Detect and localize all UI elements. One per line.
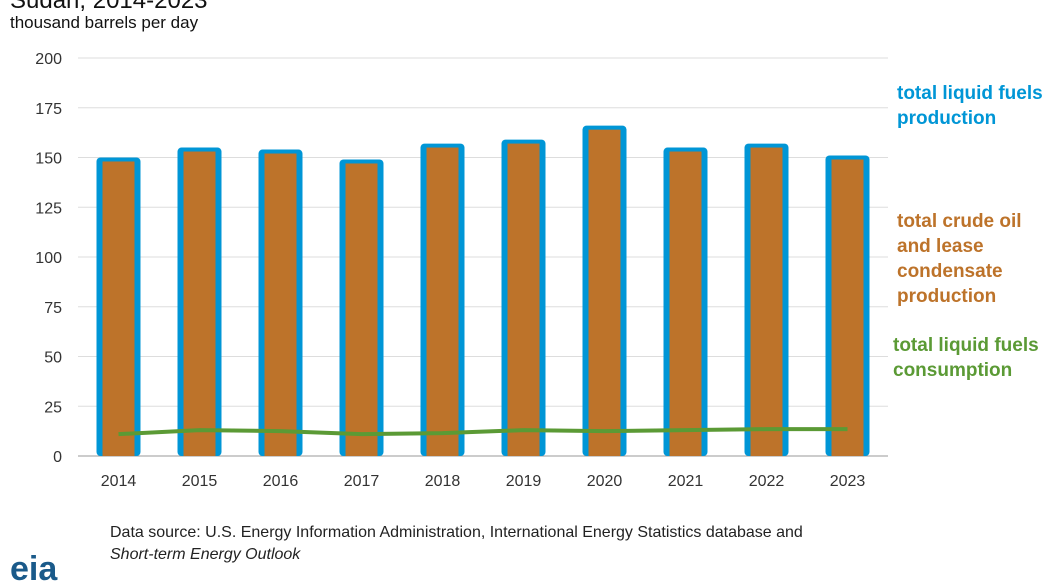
y-tick-label: 75 <box>44 300 62 317</box>
source-note: Short-term Energy Outlook <box>110 546 301 563</box>
bar <box>264 153 297 456</box>
bar <box>588 129 621 456</box>
line <box>118 427 848 437</box>
bar <box>183 151 216 456</box>
y-tick-label: 200 <box>35 51 62 68</box>
bar <box>831 159 864 457</box>
y-tick-label: 150 <box>35 151 62 168</box>
chart-title: Sudan, 2014-2023 <box>10 0 208 14</box>
y-tick-label: 125 <box>35 200 62 217</box>
x-tick-label: 2021 <box>668 473 704 490</box>
x-tick-label: 2016 <box>263 473 299 490</box>
bar <box>102 161 135 457</box>
x-tick-label: 2014 <box>101 473 137 490</box>
bar <box>345 163 378 456</box>
bar <box>750 147 783 457</box>
x-tick-label: 2023 <box>830 473 866 490</box>
y-axis-label: thousand barrels per day <box>10 13 199 32</box>
bar <box>669 151 702 456</box>
source-note: Data source: U.S. Energy Information Adm… <box>110 524 803 541</box>
y-tick-label: 50 <box>44 350 62 367</box>
x-tick-label: 2020 <box>587 473 623 490</box>
x-tick-label: 2017 <box>344 473 380 490</box>
legend-entry: total crude oil and lease condensate pro… <box>897 211 1022 307</box>
bar <box>426 147 459 457</box>
x-tick-label: 2022 <box>749 473 785 490</box>
x-tick-label: 2015 <box>182 473 218 490</box>
legend-entry: total liquid fuels consumption <box>893 335 1039 381</box>
x-tick-label: 2019 <box>506 473 542 490</box>
legend-entry: total liquid fuels production <box>897 83 1043 129</box>
bar <box>507 143 540 456</box>
y-tick-label: 0 <box>53 449 62 466</box>
y-tick-label: 100 <box>35 250 62 267</box>
logo: eia <box>10 550 58 583</box>
x-tick-label: 2018 <box>425 473 461 490</box>
y-tick-label: 25 <box>44 399 62 416</box>
y-tick-label: 175 <box>35 101 62 118</box>
